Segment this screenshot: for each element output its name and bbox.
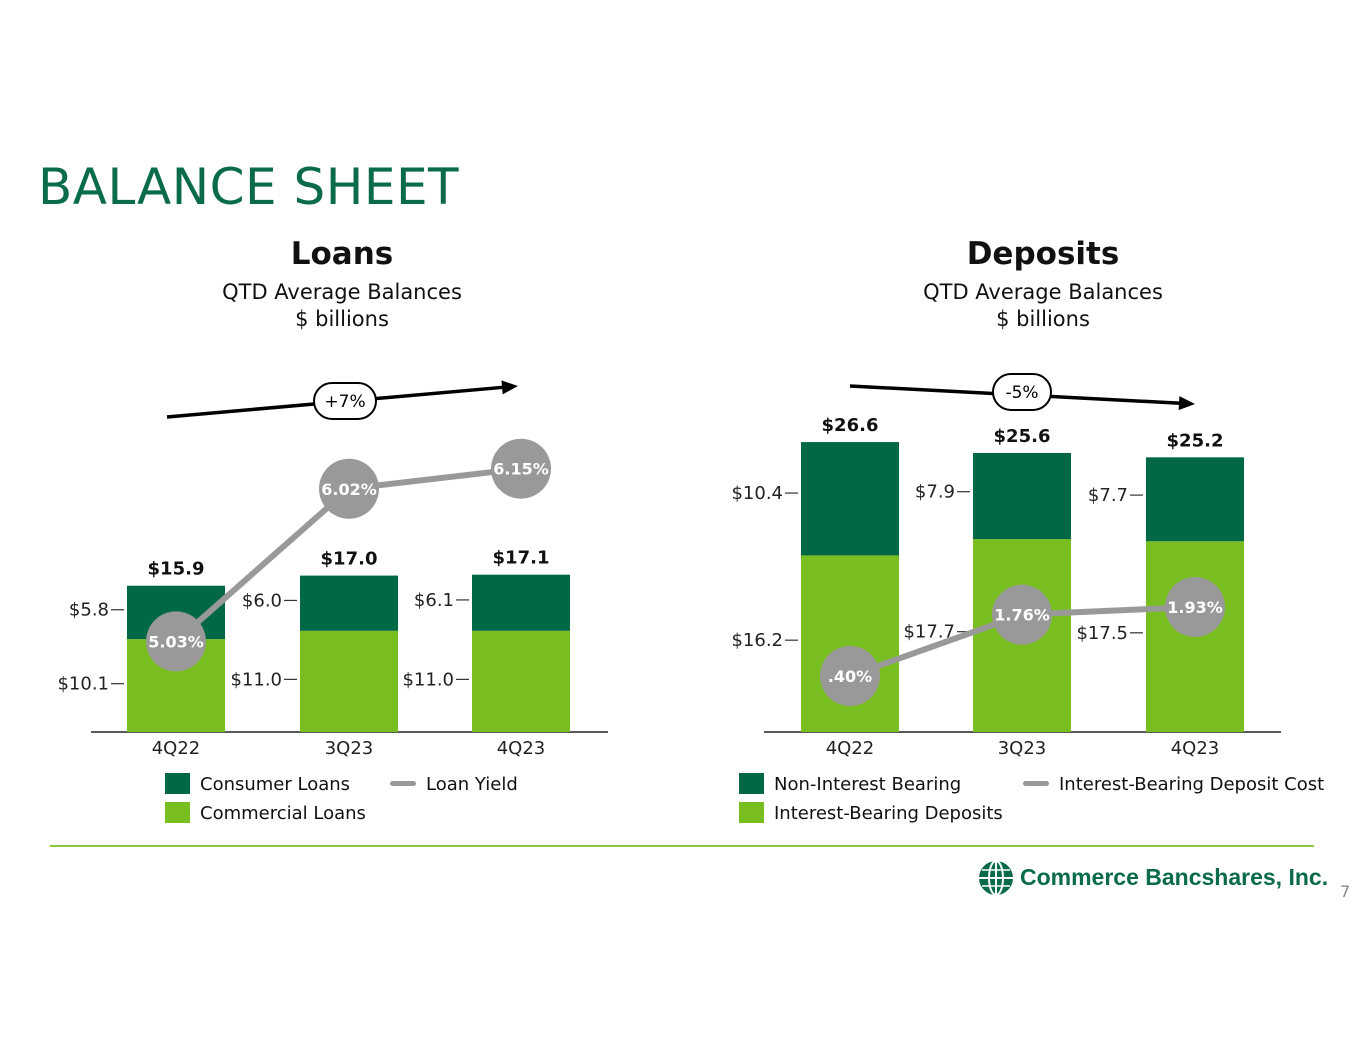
footer-divider <box>50 845 1314 847</box>
line-point-marker <box>146 611 206 672</box>
trend-arrow-head <box>1178 396 1195 411</box>
line-point-marker <box>319 458 379 519</box>
legend-item-non-interest-bearing: Non-Interest Bearing <box>739 772 962 797</box>
line-point-label: 6.02% <box>321 480 377 499</box>
legend-item-commercial-loans: Commercial Loans <box>165 801 366 826</box>
segment-value-label-upper: $5.8 <box>69 600 109 621</box>
bar-segment-commercial-loans <box>472 630 570 732</box>
legend-label: Loan Yield <box>426 774 518 795</box>
bar-total-label: $25.2 <box>1167 430 1224 451</box>
segment-value-label-lower: $11.0 <box>402 669 454 690</box>
segment-value-label-upper: $7.7 <box>1088 485 1128 506</box>
trend-badge-label: -5% <box>1005 383 1038 403</box>
page-number: 7 <box>1340 882 1351 901</box>
bar-total-label: $17.1 <box>493 548 550 569</box>
legend-label: Non-Interest Bearing <box>774 774 962 795</box>
legend-item-consumer-loans: Consumer Loans <box>165 772 351 797</box>
deposit-cost-swatch <box>1023 780 1049 786</box>
x-tick-label: 4Q22 <box>152 738 201 759</box>
interest-bearing-deposits-swatch <box>739 801 764 823</box>
segment-value-label-lower: $11.0 <box>230 669 282 690</box>
line-point-marker <box>820 646 880 706</box>
bar-total-label: $25.6 <box>994 426 1051 447</box>
bar-segment-commercial-loans <box>300 630 398 732</box>
commercial-loans-swatch <box>165 801 190 823</box>
loans-chart-subtitle-2: $ billions <box>295 307 389 331</box>
bar-segment-consumer-loans <box>472 574 570 631</box>
loans-chart-subtitle-1: QTD Average Balances <box>222 280 462 304</box>
segment-value-label-lower: $16.2 <box>731 630 783 651</box>
line-point-label: .40% <box>828 667 872 686</box>
consumer-loans-swatch <box>165 772 190 794</box>
line-point-label: 6.15% <box>493 460 549 479</box>
trend-badge <box>992 373 1052 411</box>
non-interest-bearing-swatch <box>739 772 764 794</box>
x-tick-label: 4Q23 <box>1171 738 1220 759</box>
segment-value-label-upper: $6.0 <box>242 590 282 611</box>
trend-arrow-head <box>501 380 518 395</box>
line-point-label: 5.03% <box>148 632 204 651</box>
x-tick-label: 4Q23 <box>497 738 546 759</box>
line-point-label: 1.93% <box>1167 598 1223 617</box>
line-point-marker <box>1165 577 1225 637</box>
x-tick-label: 4Q22 <box>826 738 875 759</box>
page-title: BALANCE SHEET <box>38 158 460 216</box>
segment-value-label-upper: $7.9 <box>915 482 955 503</box>
deposits-chart-subtitle-1: QTD Average Balances <box>923 280 1163 304</box>
logo-text: Commerce Bancshares, Inc. <box>1020 864 1329 890</box>
trend-badge-label: +7% <box>324 392 365 412</box>
bar-segment-non-interest-bearing <box>801 442 899 556</box>
legend-item-deposit-cost: Interest-Bearing Deposit Cost <box>1023 773 1324 797</box>
legend-item-interest-bearing-deposits: Interest-Bearing Deposits <box>739 801 1003 826</box>
segment-value-label-lower: $17.5 <box>1076 623 1128 644</box>
company-logo: Commerce Bancshares, Inc. <box>978 860 1328 896</box>
line-point-label: 1.76% <box>994 606 1050 625</box>
segment-value-label-upper: $10.4 <box>731 483 783 504</box>
trend-badge <box>313 382 377 420</box>
line-point-marker <box>992 584 1052 645</box>
deposits-chart-title: Deposits <box>966 236 1120 272</box>
segment-value-label-lower: $17.7 <box>903 622 955 643</box>
legend-label: Commercial Loans <box>200 803 366 824</box>
globe-icon <box>979 860 1013 896</box>
segment-value-label-upper: $6.1 <box>414 590 454 611</box>
segment-value-label-lower: $10.1 <box>57 674 109 695</box>
deposits-chart-subtitle-2: $ billions <box>996 307 1090 331</box>
loans-chart-title: Loans <box>290 236 394 272</box>
legend-item-loan-yield: Loan Yield <box>390 773 518 797</box>
x-tick-label: 3Q23 <box>998 738 1047 759</box>
loan-yield-swatch <box>390 780 416 786</box>
legend-label: Interest-Bearing Deposit Cost <box>1059 774 1325 795</box>
bar-segment-non-interest-bearing <box>973 452 1071 540</box>
legend-label: Consumer Loans <box>200 774 351 795</box>
legend-label: Interest-Bearing Deposits <box>774 803 1003 824</box>
bar-segment-non-interest-bearing <box>1146 457 1244 542</box>
bar-segment-consumer-loans <box>300 575 398 631</box>
bar-total-label: $15.9 <box>148 559 205 580</box>
x-tick-label: 3Q23 <box>325 738 374 759</box>
line-point-marker <box>491 438 551 499</box>
bar-total-label: $26.6 <box>822 415 879 436</box>
bar-total-label: $17.0 <box>321 549 378 570</box>
